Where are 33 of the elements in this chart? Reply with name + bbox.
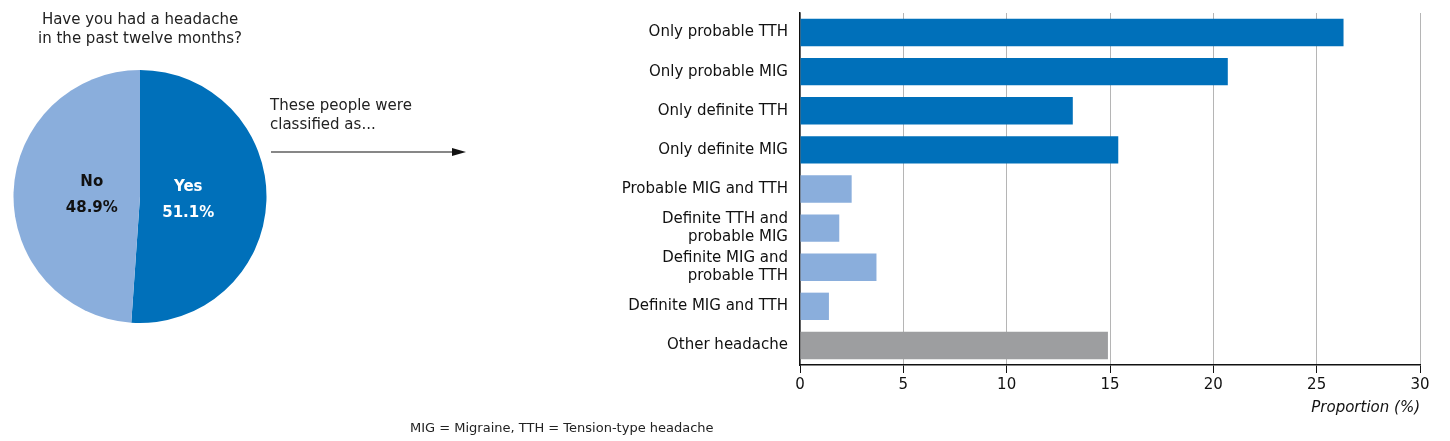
y-tick-label: Only definite MIG <box>658 139 788 158</box>
y-tick-label: Definite TTH and probable MIG <box>661 209 788 245</box>
y-tick-label: Probable MIG and TTH <box>621 178 788 197</box>
x-tick-label: 25 <box>1307 374 1327 393</box>
bar <box>800 97 1073 125</box>
y-tick-label: Definite MIG and probable TTH <box>662 248 788 285</box>
y-tick-label: Only probable TTH <box>648 22 788 41</box>
y-tick-label: Definite MIG and TTH <box>628 296 788 315</box>
y-tick-label: Only probable MIG <box>648 61 788 80</box>
chart-title: Have you had a headache in the past twelve months? <box>37 10 243 48</box>
bar <box>800 57 1228 86</box>
bar <box>800 175 852 203</box>
y-tick-label: Other headache <box>667 335 788 354</box>
text: MIG = Migraine, TTH = Tension-type headache <box>410 419 714 437</box>
x-tick-label: 20 <box>1203 374 1223 393</box>
x-tick-label: 30 <box>1410 374 1430 393</box>
x-tick-label: 10 <box>997 374 1017 393</box>
x-tick-label: 5 <box>898 374 909 393</box>
slice-label: Yes <box>172 176 203 195</box>
bar <box>800 331 1108 360</box>
slice-label: No <box>80 172 104 191</box>
y-tick-label: Only definite TTH <box>657 100 788 119</box>
x-tick-label: 0 <box>795 374 805 393</box>
bar <box>800 292 829 321</box>
data-label: 48.9% <box>65 198 118 217</box>
data-label: 51.1% <box>162 202 215 221</box>
bar <box>800 214 840 242</box>
x-axis-title: Proportion (%) <box>1311 397 1420 416</box>
x-tick-label: 15 <box>1100 374 1120 393</box>
text: These people were classified as... <box>270 96 412 134</box>
bar <box>800 253 877 281</box>
bar <box>800 136 1119 164</box>
bar <box>800 18 1344 47</box>
